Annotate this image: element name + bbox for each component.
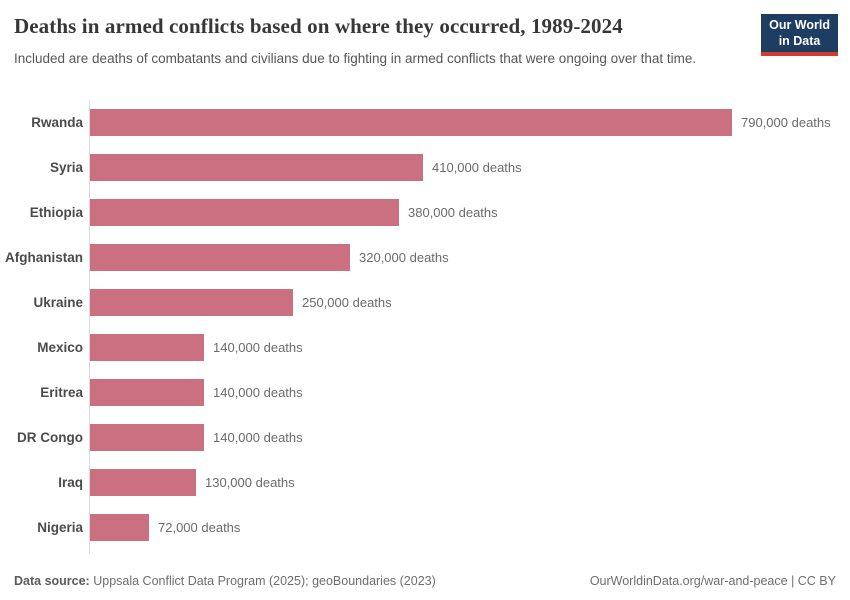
data-source-label: Data source: <box>14 574 90 588</box>
bar[interactable] <box>90 244 350 271</box>
bar-row: Ethiopia 380,000 deaths <box>0 190 850 235</box>
country-label: Iraq <box>58 475 83 490</box>
bar-area: 140,000 deaths <box>89 415 850 460</box>
bar-row: Ukraine 250,000 deaths <box>0 280 850 325</box>
country-label: Afghanistan <box>4 250 83 265</box>
bar-area: 72,000 deaths <box>89 505 850 550</box>
bar-value-label: 410,000 deaths <box>432 160 522 175</box>
bar[interactable] <box>90 154 423 181</box>
bar-area: 790,000 deaths <box>89 100 850 145</box>
owid-logo-line2: in Data <box>778 33 821 48</box>
bar[interactable] <box>90 379 204 406</box>
country-label: Eritrea <box>40 385 83 400</box>
bar-chart-rows: Rwanda 790,000 deaths Syria 410,000 deaths E… <box>0 100 850 550</box>
bar-value-label: 140,000 deaths <box>213 385 303 400</box>
owid-url-license-link[interactable]: OurWorldinData.org/war-and-peace | CC BY <box>589 574 836 588</box>
bar-area: 320,000 deaths <box>89 235 850 280</box>
country-label: Ethiopia <box>29 205 83 220</box>
chart-title: Deaths in armed conflicts based on where… <box>14 14 623 38</box>
bar-area: 380,000 deaths <box>89 190 850 235</box>
country-label: Nigeria <box>37 520 83 535</box>
bar[interactable] <box>90 469 196 496</box>
bar-value-label: 140,000 deaths <box>213 430 303 445</box>
bar-chart: Rwanda 790,000 deaths Syria 410,000 deaths E… <box>0 100 850 554</box>
bar-value-label: 130,000 deaths <box>205 475 295 490</box>
bar[interactable] <box>90 289 293 316</box>
bar-area: 140,000 deaths <box>89 370 850 415</box>
bar-row: Eritrea 140,000 deaths <box>0 370 850 415</box>
bar[interactable] <box>90 424 204 451</box>
owid-logo: Our World in Data <box>761 14 838 57</box>
bar-area: 130,000 deaths <box>89 460 850 505</box>
bar-row: Iraq 130,000 deaths <box>0 460 850 505</box>
bar-value-label: 250,000 deaths <box>302 295 392 310</box>
chart-footer: Data source: Uppsala Conflict Data Progr… <box>14 574 836 588</box>
bar-value-label: 140,000 deaths <box>213 340 303 355</box>
country-label: Ukraine <box>33 295 83 310</box>
bar-row: Afghanistan 320,000 deaths <box>0 235 850 280</box>
country-label: Mexico <box>37 340 83 355</box>
bar-row: Syria 410,000 deaths <box>0 145 850 190</box>
bar[interactable] <box>90 199 399 226</box>
chart-subtitle: Included are deaths of combatants and ci… <box>14 51 697 66</box>
bar-row: DR Congo 140,000 deaths <box>0 415 850 460</box>
bar-value-label: 380,000 deaths <box>408 205 498 220</box>
bar-area: 140,000 deaths <box>89 325 850 370</box>
bar-row: Mexico 140,000 deaths <box>0 325 850 370</box>
bar-value-label: 72,000 deaths <box>158 520 241 535</box>
data-source-value: Uppsala Conflict Data Program (2025); ge… <box>93 574 436 588</box>
bar-value-label: 790,000 deaths <box>741 115 831 130</box>
country-label: Syria <box>49 160 83 175</box>
bar-row: Rwanda 790,000 deaths <box>0 100 850 145</box>
bar-value-label: 320,000 deaths <box>359 250 449 265</box>
bar-area: 250,000 deaths <box>89 280 850 325</box>
data-source-note: Data source: Uppsala Conflict Data Progr… <box>14 574 436 588</box>
bar-area: 410,000 deaths <box>89 145 850 190</box>
country-label: Rwanda <box>31 115 83 130</box>
country-label: DR Congo <box>17 430 83 445</box>
owid-logo-line1: Our World <box>769 18 830 32</box>
bar[interactable] <box>90 334 204 361</box>
bar[interactable] <box>90 514 149 541</box>
axis-line-tail <box>89 550 99 554</box>
bar[interactable] <box>90 109 732 136</box>
bar-row: Nigeria 72,000 deaths <box>0 505 850 550</box>
